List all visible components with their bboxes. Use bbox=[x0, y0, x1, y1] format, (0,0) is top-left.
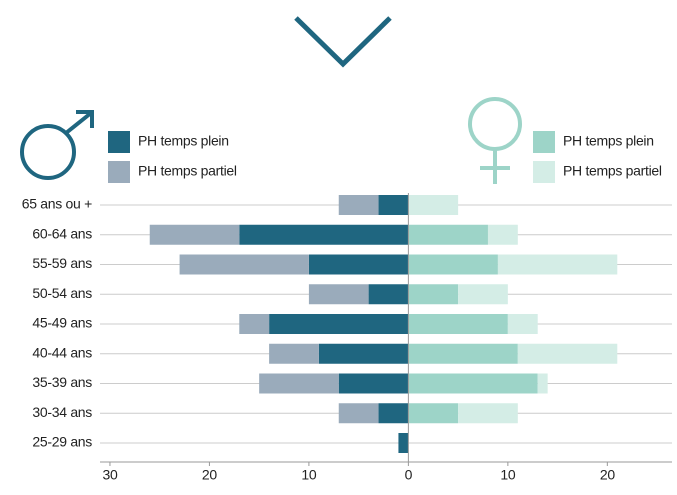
female-symbol bbox=[468, 97, 522, 184]
category-label: 40-44 ans bbox=[32, 344, 92, 360]
legend-swatch bbox=[533, 161, 555, 183]
bar bbox=[487, 224, 518, 245]
bar bbox=[408, 195, 459, 215]
bar bbox=[378, 195, 409, 215]
legend-label: PH temps partiel bbox=[138, 163, 237, 179]
bar bbox=[338, 373, 409, 394]
bar bbox=[239, 314, 270, 334]
bar bbox=[308, 284, 369, 305]
bar bbox=[179, 254, 309, 275]
bar bbox=[507, 314, 538, 334]
category-label: 50-54 ans bbox=[32, 285, 92, 301]
bar bbox=[269, 314, 409, 334]
x-tick-label: 30 bbox=[102, 467, 117, 483]
legend-swatch bbox=[108, 161, 130, 183]
bar bbox=[239, 224, 409, 245]
x-tick-label: 10 bbox=[301, 467, 316, 483]
bar bbox=[259, 373, 339, 394]
legend-label: PH temps plein bbox=[138, 133, 229, 149]
male-symbol bbox=[20, 110, 94, 180]
bar bbox=[398, 433, 409, 453]
chevron-icon bbox=[294, 16, 392, 68]
bar bbox=[149, 224, 240, 245]
bar bbox=[269, 343, 319, 364]
category-label: 30-34 ans bbox=[32, 404, 92, 420]
x-tick-label: 20 bbox=[600, 467, 615, 483]
bar bbox=[458, 284, 508, 305]
x-tick-label: 20 bbox=[202, 467, 217, 483]
bar bbox=[318, 343, 409, 364]
bar bbox=[368, 284, 409, 305]
bar bbox=[408, 284, 459, 305]
legend-label: PH temps partiel bbox=[563, 163, 662, 179]
legend-swatch bbox=[108, 131, 130, 153]
legend-swatch bbox=[533, 131, 555, 153]
bar bbox=[378, 403, 409, 424]
legend-label: PH temps plein bbox=[563, 133, 654, 149]
bar bbox=[408, 254, 498, 275]
bar bbox=[408, 403, 459, 424]
bar bbox=[408, 373, 538, 394]
bar bbox=[497, 254, 618, 275]
category-label: 60-64 ans bbox=[32, 225, 92, 241]
bar bbox=[338, 403, 379, 424]
bar bbox=[537, 373, 548, 394]
category-label: 25-29 ans bbox=[32, 434, 92, 450]
category-label: 35-39 ans bbox=[32, 374, 92, 390]
bar bbox=[408, 343, 518, 364]
category-label: 65 ans ou + bbox=[22, 196, 92, 212]
category-label: 55-59 ans bbox=[32, 255, 92, 271]
bar bbox=[458, 403, 518, 424]
bar bbox=[338, 195, 379, 215]
bar bbox=[517, 343, 618, 364]
bar bbox=[408, 314, 508, 334]
x-tick-label: 10 bbox=[500, 467, 515, 483]
category-label: 45-49 ans bbox=[32, 315, 92, 331]
bar bbox=[408, 224, 488, 245]
x-tick-label: 0 bbox=[405, 467, 413, 483]
bar bbox=[308, 254, 409, 275]
